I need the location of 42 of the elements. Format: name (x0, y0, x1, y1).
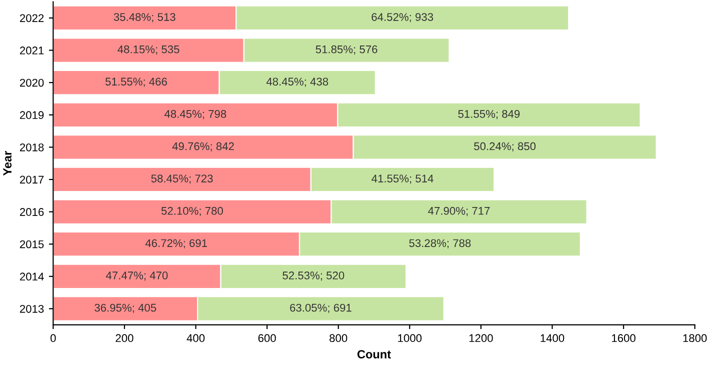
x-tick-label: 0 (50, 334, 56, 342)
x-tick-label: 200 (116, 334, 134, 342)
data-label: 48.15%; 535 (118, 45, 180, 55)
x-tick-label: 1800 (683, 334, 707, 342)
data-label: 51.85%; 576 (316, 45, 378, 55)
y-tick-label: 2015 (20, 240, 44, 248)
x-tick-label: 1000 (398, 334, 422, 342)
data-label: 52.10%; 780 (161, 206, 223, 216)
data-label: 47.47%; 470 (106, 272, 168, 281)
y-tick-label: 2014 (20, 272, 44, 281)
x-axis-title: Count (357, 350, 391, 358)
data-label: 46.72%; 691 (145, 239, 207, 248)
data-label: 50.24%; 850 (474, 142, 536, 152)
data-label: 49.76%; 842 (172, 142, 234, 152)
data-label: 36.95%; 405 (94, 304, 156, 313)
x-tick-label: 1200 (469, 334, 493, 342)
data-label: 64.52%; 933 (372, 13, 434, 22)
x-tick-label: 1400 (540, 334, 564, 342)
y-tick-label: 2022 (20, 14, 44, 22)
y-tick-label: 2021 (20, 46, 44, 54)
data-label: 51.55%; 849 (458, 110, 520, 120)
data-label: 51.55%; 466 (105, 78, 167, 87)
data-label: 63.05%; 691 (290, 304, 352, 313)
data-label: 52.53%; 520 (282, 272, 344, 281)
x-tick-label: 1600 (612, 334, 636, 342)
y-tick-label: 2019 (20, 111, 44, 120)
data-label: 53.28%; 788 (409, 239, 471, 248)
data-label: 58.45%; 723 (151, 174, 213, 184)
y-tick-label: 2016 (20, 208, 44, 216)
x-tick-label: 400 (186, 334, 205, 342)
data-label: 41.55%; 514 (372, 174, 434, 184)
y-axis-title: Year (3, 151, 12, 176)
data-label: 48.45%; 438 (266, 78, 328, 87)
x-tick-label: 800 (330, 334, 348, 342)
data-label: 47.90%; 717 (428, 206, 490, 216)
y-tick-label: 2013 (20, 304, 44, 313)
y-tick-label: 2018 (20, 143, 44, 152)
y-tick-label: 2017 (20, 176, 44, 184)
data-label: 48.45%; 798 (164, 110, 226, 120)
y-tick-label: 2020 (20, 78, 44, 87)
x-tick-label: 600 (258, 334, 276, 342)
data-label: 35.48%; 513 (114, 13, 176, 22)
